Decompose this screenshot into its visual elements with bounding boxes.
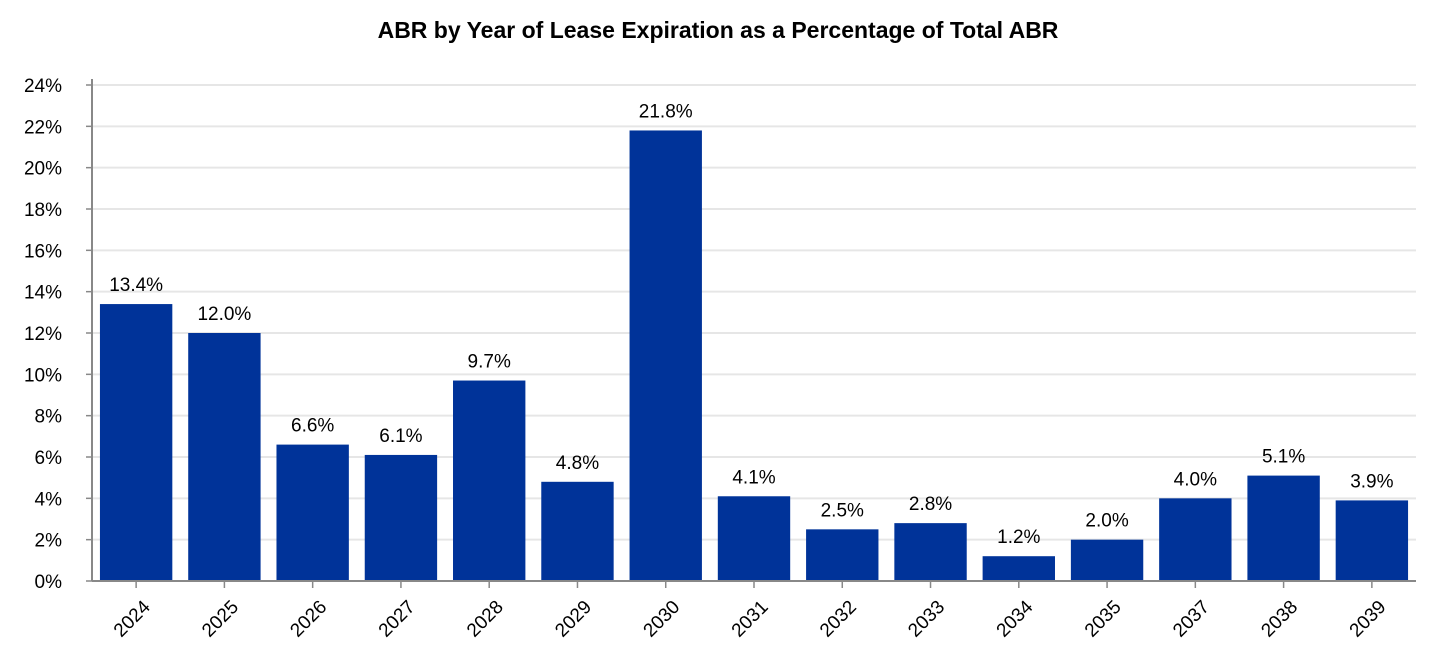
y-tick-label: 0% xyxy=(35,572,63,593)
bar-2024 xyxy=(99,304,173,581)
x-tick-label: 2030 xyxy=(640,597,685,642)
data-labels: 13.4% 12.0% 6.6% 6.1% 9.7% 4.8% 21.8% 4.1% 2.5% 2… xyxy=(109,101,1393,548)
bar-2031 xyxy=(717,496,791,581)
x-tick-label: 2029 xyxy=(551,597,596,642)
x-tick-label: 2026 xyxy=(287,597,332,642)
data-label-2024: 13.4% xyxy=(109,275,163,296)
y-tick-label: 6% xyxy=(35,448,63,469)
y-tick-label: 12% xyxy=(24,324,62,345)
x-tick-label: 2039 xyxy=(1346,597,1391,642)
x-tick-label: 2038 xyxy=(1257,597,1302,642)
bar-2034 xyxy=(982,556,1055,581)
data-label-2035: 2.0% xyxy=(1085,511,1128,532)
x-tick-label: 2031 xyxy=(728,597,773,642)
bar-2026 xyxy=(276,444,349,581)
data-label-2025: 12.0% xyxy=(197,304,251,325)
y-tick-label: 16% xyxy=(24,241,62,262)
data-label-2026: 6.6% xyxy=(291,416,334,437)
x-tick-label: 2025 xyxy=(198,597,243,642)
bar-2030 xyxy=(629,130,702,581)
data-label-2031: 4.1% xyxy=(732,467,775,488)
data-label-2032: 2.5% xyxy=(821,500,864,521)
bar-2027 xyxy=(364,454,438,581)
y-axis-ticks: 0% 2% 4% 6% 8% 10% 12% 14% 16% 18% 20% 22% 24% xyxy=(24,76,92,593)
x-tick-label: 2034 xyxy=(993,596,1038,641)
bar-2035 xyxy=(1070,539,1144,581)
y-tick-label: 2% xyxy=(35,531,63,552)
data-label-2029: 4.8% xyxy=(556,453,599,474)
bar-2038 xyxy=(1247,475,1320,581)
y-tick-label: 20% xyxy=(24,159,62,180)
x-tick-label: 2028 xyxy=(463,597,508,642)
chart-title: ABR by Year of Lease Expiration as a Per… xyxy=(378,17,1059,43)
y-tick-label: 14% xyxy=(24,283,62,304)
y-tick-label: 22% xyxy=(24,117,62,138)
y-tick-label: 4% xyxy=(35,489,63,510)
x-tick-label: 2024 xyxy=(110,596,155,641)
x-tick-label: 2035 xyxy=(1081,597,1126,642)
x-tick-label: 2032 xyxy=(816,597,861,642)
bar-2032 xyxy=(806,529,879,581)
bar-2029 xyxy=(541,481,614,581)
data-label-2033: 2.8% xyxy=(909,494,952,515)
bar-2025 xyxy=(188,333,261,581)
data-label-2034: 1.2% xyxy=(997,527,1040,548)
bar-2037 xyxy=(1159,498,1232,581)
bars xyxy=(99,130,1409,581)
bar-2028 xyxy=(453,380,526,581)
x-tick-label: 2027 xyxy=(375,597,420,642)
y-tick-label: 18% xyxy=(24,200,62,221)
data-label-2028: 9.7% xyxy=(468,352,511,373)
y-tick-label: 8% xyxy=(35,407,63,428)
x-axis-ticks: 2024 2025 2026 2027 2028 2029 2030 2031 2032 2033… xyxy=(110,581,1390,641)
y-tick-label: 24% xyxy=(24,76,62,97)
data-label-2027: 6.1% xyxy=(379,426,422,447)
y-tick-label: 10% xyxy=(24,365,62,386)
data-label-2038: 5.1% xyxy=(1262,447,1305,468)
data-label-2039: 3.9% xyxy=(1350,471,1393,492)
bar-2039 xyxy=(1335,500,1409,581)
x-tick-label: 2033 xyxy=(904,597,949,642)
x-tick-label: 2037 xyxy=(1169,597,1214,642)
bar-2033 xyxy=(894,523,967,581)
data-label-2037: 4.0% xyxy=(1174,469,1217,490)
data-label-2030: 21.8% xyxy=(639,101,693,122)
